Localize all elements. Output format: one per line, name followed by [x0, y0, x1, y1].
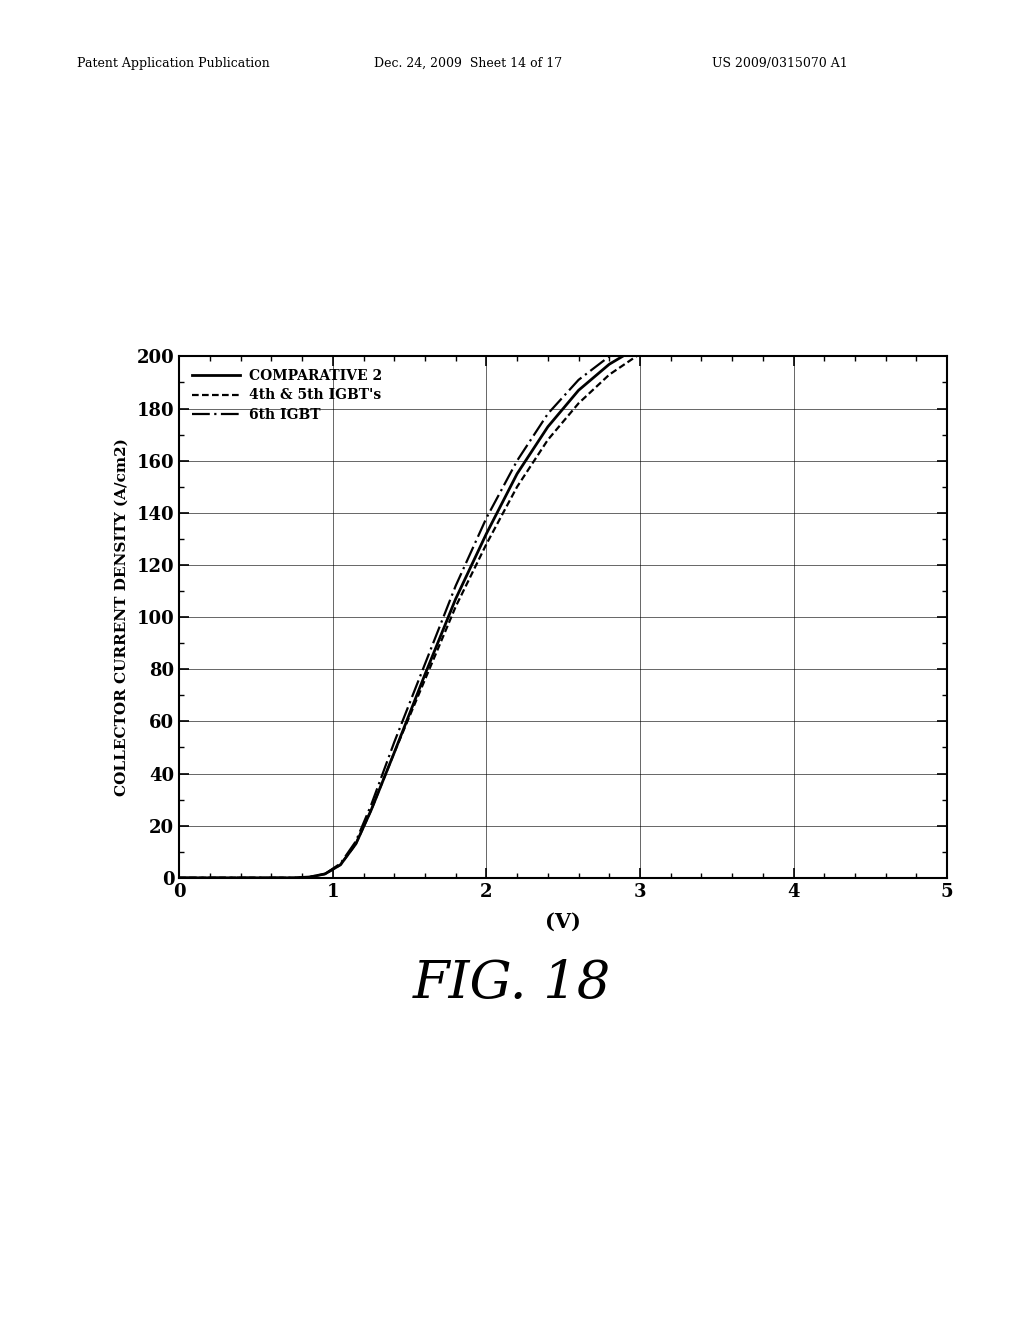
Legend: COMPARATIVE 2, 4th & 5th IGBT's, 6th IGBT: COMPARATIVE 2, 4th & 5th IGBT's, 6th IGB…: [186, 363, 387, 428]
Text: Patent Application Publication: Patent Application Publication: [77, 57, 269, 70]
Text: US 2009/0315070 A1: US 2009/0315070 A1: [712, 57, 848, 70]
Text: FIG. 18: FIG. 18: [413, 958, 611, 1008]
X-axis label: (V): (V): [545, 912, 582, 932]
Text: Dec. 24, 2009  Sheet 14 of 17: Dec. 24, 2009 Sheet 14 of 17: [374, 57, 562, 70]
Y-axis label: COLLECTOR CURRENT DENSITY (A/cm2): COLLECTOR CURRENT DENSITY (A/cm2): [115, 438, 128, 796]
